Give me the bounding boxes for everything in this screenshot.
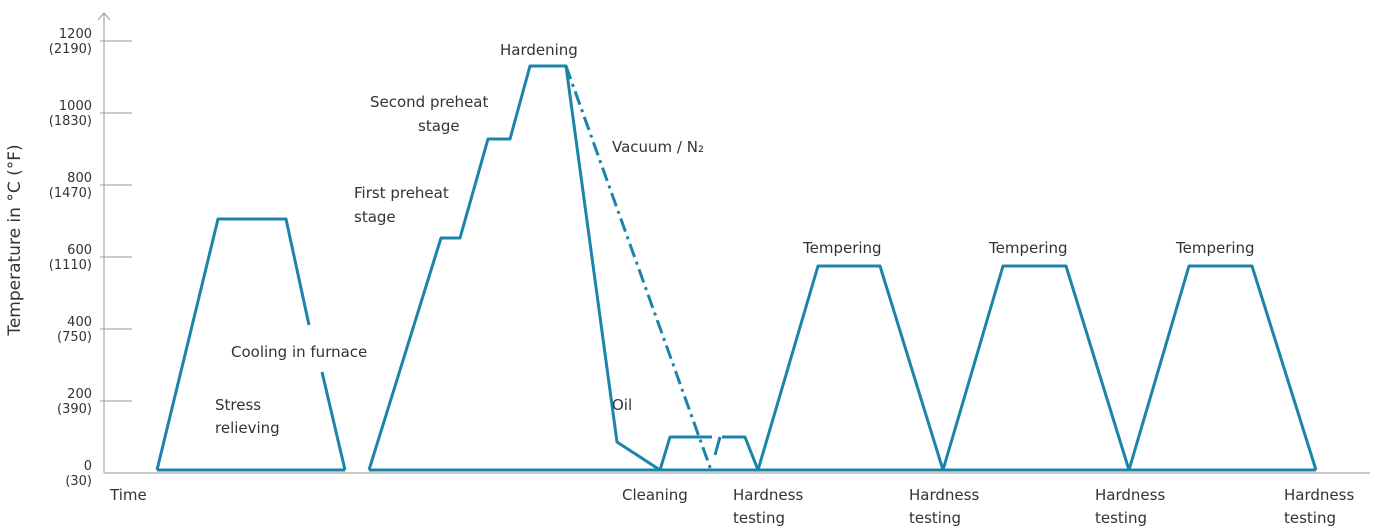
label: Vacuum / N₂: [612, 138, 704, 156]
label: Tempering: [802, 239, 882, 257]
label: Hardness: [909, 486, 979, 504]
stress-curve: [320, 371, 347, 471]
label: Stress: [215, 396, 261, 414]
label: Tempering: [1175, 239, 1255, 257]
tick-label: (30): [65, 474, 92, 489]
label: Tempering: [988, 239, 1068, 257]
label: Cooling in furnace: [231, 343, 367, 361]
label: Hardness: [1284, 486, 1354, 504]
tick-label: 1000: [59, 99, 92, 114]
tempering-curve: [756, 264, 1318, 472]
tick-label: (390): [57, 402, 92, 417]
tick-label: 600: [67, 243, 92, 258]
label: testing: [1284, 509, 1336, 527]
tick-label: 200: [67, 387, 92, 402]
tick-label: 800: [67, 171, 92, 186]
vacuum-curve: [564, 65, 713, 471]
axis-arrow: [97, 12, 111, 21]
tick-label: (1110): [49, 258, 92, 273]
tick-label: (1830): [49, 114, 92, 129]
ticks: 0(30) 200(390) 400(750) 600(1110) 800(1470) 1…: [49, 27, 132, 489]
label: Oil: [612, 396, 632, 414]
label: stage: [354, 208, 396, 226]
label: Hardening: [500, 41, 578, 59]
label: testing: [733, 509, 785, 527]
cleaning-curve: [713, 436, 722, 456]
tick-label: (2190): [49, 42, 92, 57]
label: Cleaning: [622, 486, 688, 504]
y-axis-label: Temperature in °C (°F): [5, 144, 25, 336]
label: stage: [418, 117, 460, 135]
label: Second preheat: [370, 93, 488, 111]
hardening-curve: [367, 64, 661, 472]
label: First preheat: [354, 184, 449, 202]
label: relieving: [215, 419, 280, 437]
stress-curve: [155, 217, 311, 471]
label: testing: [1095, 509, 1147, 527]
x-axis-label: Time: [109, 486, 147, 504]
label: Hardness: [1095, 486, 1165, 504]
tick-label: 1200: [59, 27, 92, 42]
label: testing: [909, 509, 961, 527]
tick-label: 0: [84, 459, 92, 474]
cleaning-curve: [722, 435, 760, 471]
cleaning-curve: [658, 435, 712, 471]
label: Hardness: [733, 486, 803, 504]
tick-label: (1470): [49, 186, 92, 201]
tick-label: 400: [67, 315, 92, 330]
tick-label: (750): [57, 330, 92, 345]
